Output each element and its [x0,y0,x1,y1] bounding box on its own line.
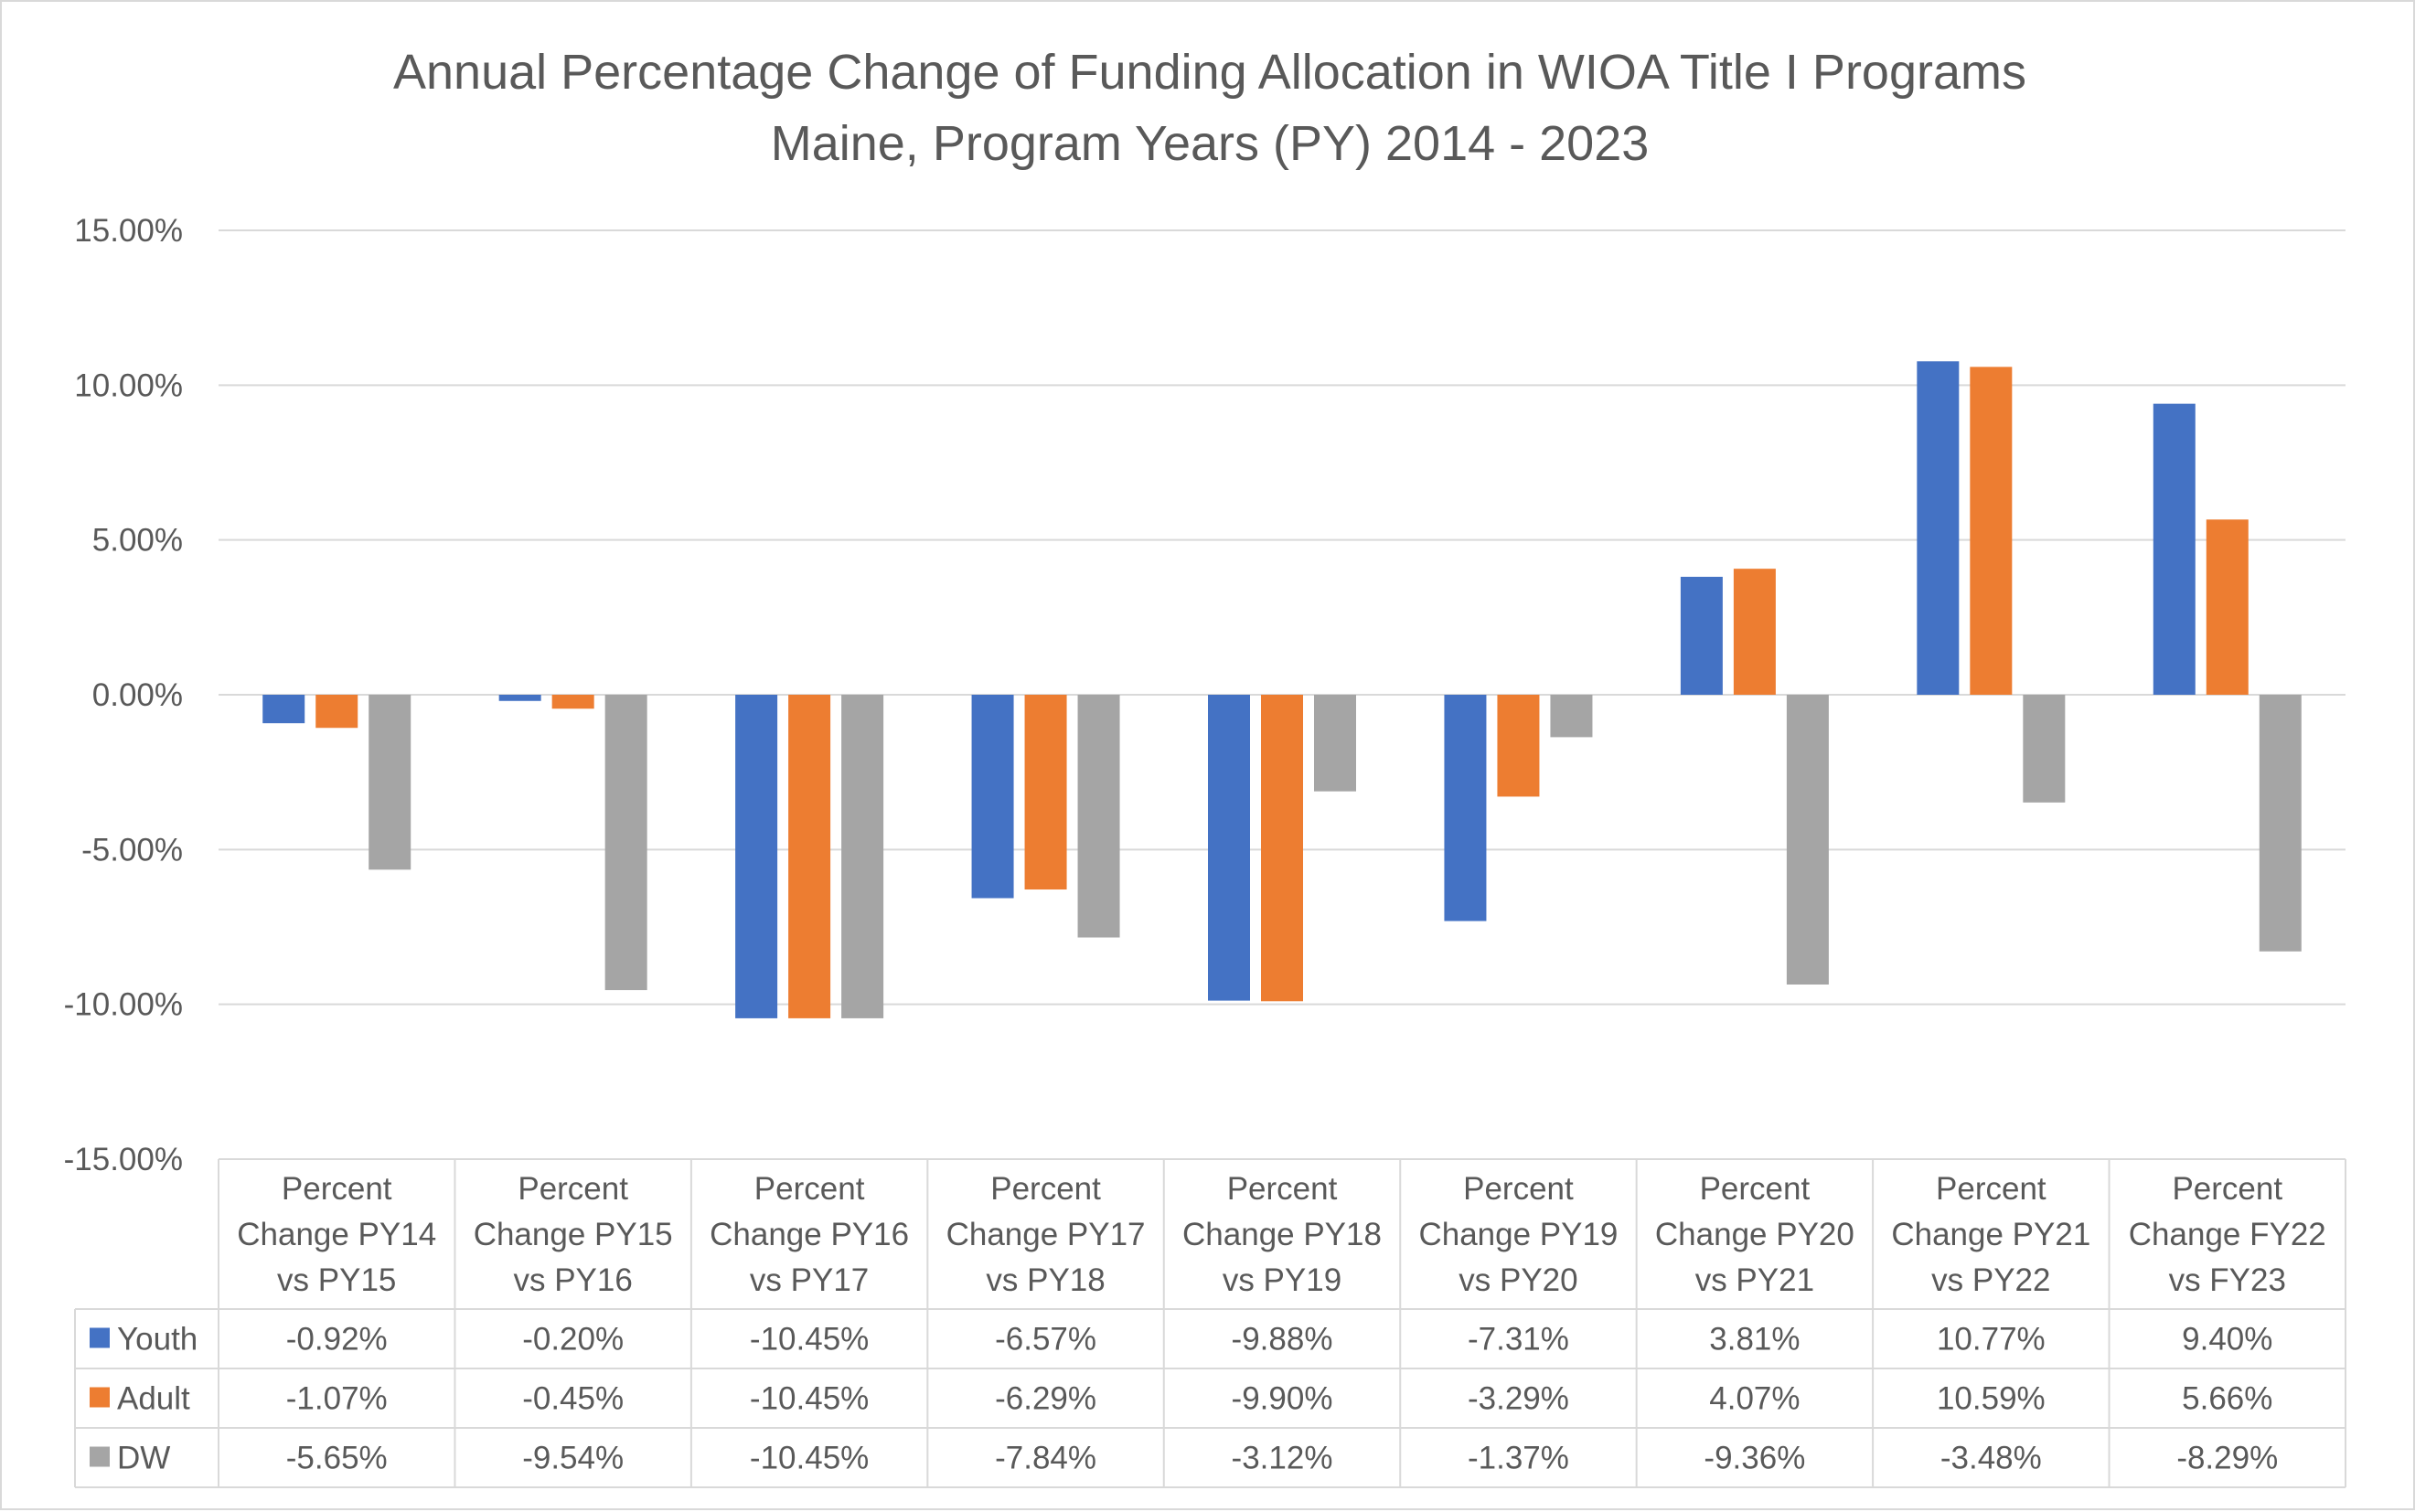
y-tick-label: 0.00% [92,677,183,713]
y-tick-label: 10.00% [74,367,183,403]
category-label-3: Change PY16 [710,1217,909,1252]
data-label-youth-1: -0.92% [286,1322,388,1358]
bar-youth-7 [1680,576,1723,695]
y-tick-label: -10.00% [64,987,183,1023]
category-label-4: Change PY17 [946,1217,1146,1252]
data-label-dw-9: -8.29% [2176,1441,2278,1476]
data-label-adult-1: -1.07% [286,1381,388,1417]
category-label-6: Percent [1463,1171,1574,1207]
data-label-adult-2: -0.45% [522,1381,624,1417]
bar-dw-3 [841,695,884,1018]
data-label-dw-7: -9.36% [1704,1441,1805,1476]
bar-youth-9 [2153,403,2196,695]
data-label-youth-9: 9.40% [2182,1322,2272,1358]
category-label-2: vs PY16 [513,1262,632,1298]
data-label-adult-9: 5.66% [2182,1381,2272,1417]
category-label-8: vs PY22 [1931,1262,2050,1298]
category-label-5: Change PY18 [1182,1217,1382,1252]
category-label-1: Change PY14 [237,1217,436,1252]
y-tick-label: 15.00% [74,213,183,249]
data-label-youth-6: -7.31% [1468,1322,1569,1358]
category-label-8: Change PY21 [1891,1217,2090,1252]
y-tick-label: -5.00% [81,832,183,868]
data-label-dw-6: -1.37% [1468,1441,1569,1476]
category-label-4: vs PY18 [986,1262,1105,1298]
bar-adult-5 [1261,695,1303,1002]
data-label-youth-8: 10.77% [1937,1322,2046,1358]
bar-adult-2 [551,695,594,709]
bar-dw-7 [1786,695,1829,985]
category-label-6: Change PY19 [1418,1217,1618,1252]
category-label-5: vs PY19 [1223,1262,1341,1298]
bar-dw-8 [2023,695,2066,803]
bar-adult-8 [1970,367,2013,695]
data-label-dw-4: -7.84% [995,1441,1096,1476]
data-label-adult-3: -10.45% [750,1381,869,1417]
data-label-dw-1: -5.65% [286,1441,388,1476]
category-label-9: Change FY22 [2129,1217,2326,1252]
category-label-3: vs PY17 [750,1262,869,1298]
bar-youth-1 [262,695,305,724]
bar-adult-3 [788,695,831,1018]
bar-youth-6 [1444,695,1487,921]
bar-adult-9 [2206,519,2249,695]
data-label-adult-5: -9.90% [1232,1381,1333,1417]
data-label-adult-8: 10.59% [1937,1381,2046,1417]
category-label-5: Percent [1227,1171,1338,1207]
legend-label-adult: Adult [117,1381,190,1417]
category-label-1: vs PY15 [277,1262,396,1298]
data-label-youth-3: -10.45% [750,1322,869,1358]
data-label-dw-8: -3.48% [1940,1441,2042,1476]
chart-title-line-1: Annual Percentage Change of Funding Allo… [393,45,2026,100]
data-label-youth-2: -0.20% [522,1322,624,1358]
legend-key-dw [90,1446,110,1467]
legend-label-dw: DW [117,1441,170,1476]
category-label-4: Percent [990,1171,1101,1207]
bar-youth-5 [1208,695,1250,1001]
category-label-8: Percent [1936,1171,2046,1207]
legend-key-adult [90,1387,110,1408]
legend-key-youth [90,1327,110,1348]
category-label-1: Percent [282,1171,392,1207]
data-label-adult-6: -3.29% [1468,1381,1569,1417]
y-tick-label: 5.00% [92,523,183,559]
category-label-7: Percent [1700,1171,1811,1207]
bar-adult-4 [1024,695,1067,890]
bar-youth-3 [735,695,778,1018]
bar-youth-4 [971,695,1014,899]
category-label-7: vs PY21 [1695,1262,1814,1298]
bar-youth-2 [498,695,541,701]
data-label-dw-3: -10.45% [750,1441,869,1476]
category-label-7: Change PY20 [1655,1217,1854,1252]
bar-dw-5 [1314,695,1356,792]
category-label-2: Percent [518,1171,628,1207]
bar-adult-1 [315,695,358,729]
data-label-dw-2: -9.54% [522,1441,624,1476]
category-label-3: Percent [754,1171,865,1207]
category-label-9: Percent [2172,1171,2282,1207]
category-label-2: Change PY15 [474,1217,673,1252]
data-label-youth-7: 3.81% [1709,1322,1800,1358]
category-label-6: vs PY20 [1459,1262,1577,1298]
data-label-dw-5: -3.12% [1232,1441,1333,1476]
legend-label-youth: Youth [117,1322,198,1358]
bar-youth-8 [1917,361,1960,695]
bar-dw-2 [604,695,647,991]
y-tick-label: -15.00% [64,1142,183,1177]
data-label-youth-4: -6.57% [995,1322,1096,1358]
bar-adult-6 [1497,695,1540,797]
bar-dw-9 [2259,695,2302,952]
bar-adult-7 [1733,569,1776,695]
data-label-adult-4: -6.29% [995,1381,1096,1417]
bar-dw-6 [1550,695,1593,738]
chart-title-line-2: Maine, Program Years (PY) 2014 - 2023 [771,116,1650,171]
data-label-youth-5: -9.88% [1232,1322,1333,1358]
data-label-adult-7: 4.07% [1709,1381,1800,1417]
bar-dw-1 [369,695,411,870]
category-label-9: vs FY23 [2169,1262,2286,1298]
bar-dw-4 [1077,695,1120,938]
